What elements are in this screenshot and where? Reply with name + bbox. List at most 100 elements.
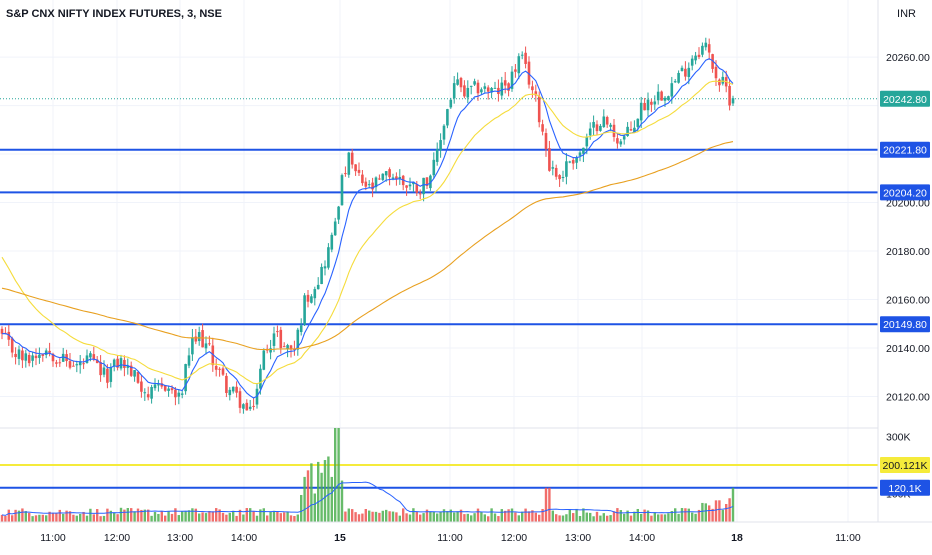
candle-body bbox=[327, 247, 330, 268]
candle-body bbox=[629, 129, 633, 131]
volume-bar bbox=[164, 515, 167, 522]
candle-body bbox=[140, 381, 143, 392]
volume-bar bbox=[133, 511, 136, 522]
volume-bar bbox=[612, 511, 616, 522]
candle-body bbox=[276, 331, 279, 333]
volume-bar bbox=[361, 513, 364, 522]
volume-bar bbox=[606, 515, 609, 522]
volume-bar bbox=[354, 512, 357, 522]
candle-body bbox=[704, 42, 708, 48]
volume-bar bbox=[364, 509, 367, 522]
volume-bar bbox=[255, 515, 259, 522]
volume-bar bbox=[555, 514, 558, 522]
volume-bar bbox=[619, 510, 622, 522]
candle-body bbox=[667, 96, 670, 101]
candle-body bbox=[344, 173, 347, 175]
grid bbox=[0, 0, 878, 522]
volume-bar bbox=[289, 515, 293, 522]
volume-bar bbox=[385, 509, 388, 522]
candle-body bbox=[490, 88, 493, 93]
candle-body bbox=[14, 353, 17, 358]
candle-body bbox=[191, 337, 194, 355]
candle-body bbox=[58, 362, 62, 364]
time-tick-label: 13:00 bbox=[167, 532, 193, 544]
volume-bar bbox=[378, 512, 381, 522]
volume-bar bbox=[344, 511, 347, 522]
candle-body bbox=[728, 85, 731, 106]
time-tick-label: 14:00 bbox=[231, 532, 257, 544]
volume-bar bbox=[483, 514, 486, 522]
candle-body bbox=[619, 141, 623, 145]
candle-body bbox=[442, 125, 446, 140]
volume-bar bbox=[398, 515, 401, 522]
candle-body bbox=[626, 126, 629, 136]
candle-body bbox=[248, 406, 252, 409]
volume-bar bbox=[259, 509, 262, 522]
candle-body bbox=[174, 389, 177, 398]
volume-bar bbox=[470, 515, 473, 522]
volume-bar bbox=[731, 487, 735, 522]
volume-bar bbox=[374, 511, 378, 522]
candle-body bbox=[211, 345, 215, 366]
candle-body bbox=[605, 117, 609, 125]
volume-bar bbox=[269, 511, 272, 522]
volume-bar bbox=[106, 508, 109, 522]
candle-body bbox=[425, 177, 429, 186]
candle-body bbox=[82, 363, 85, 365]
candle-body bbox=[364, 181, 368, 187]
candle-body bbox=[293, 349, 296, 351]
candle-body bbox=[160, 383, 164, 387]
volume-bar bbox=[657, 514, 660, 522]
volume-bar bbox=[21, 508, 24, 522]
candle-body bbox=[422, 177, 425, 195]
volume-bar bbox=[660, 514, 663, 522]
volume-bar bbox=[680, 508, 684, 522]
candle-body bbox=[551, 167, 555, 169]
volume-bar bbox=[697, 509, 701, 522]
volume-bar bbox=[330, 476, 333, 522]
volume-bar bbox=[306, 470, 310, 522]
candle-body bbox=[337, 206, 340, 220]
candle-body bbox=[34, 355, 38, 359]
candle-body bbox=[548, 148, 551, 171]
candle-body bbox=[452, 83, 456, 99]
volume-bar bbox=[456, 511, 459, 522]
volume-bar bbox=[340, 480, 344, 522]
volume-ma-line bbox=[1, 481, 734, 516]
volume-bar bbox=[170, 513, 174, 522]
volume-bar bbox=[521, 511, 524, 522]
volume-bar bbox=[578, 516, 582, 522]
candle-body bbox=[228, 389, 232, 396]
candle-body bbox=[245, 402, 249, 411]
volume-bar bbox=[446, 511, 449, 522]
volume-bar bbox=[551, 510, 554, 522]
volume-bar bbox=[684, 508, 687, 522]
candle-body bbox=[429, 175, 432, 189]
volume-bar bbox=[347, 508, 350, 522]
volume-bar bbox=[337, 428, 340, 522]
volume-bar bbox=[701, 502, 704, 522]
time-tick-label: 12:00 bbox=[501, 532, 527, 544]
candle-body bbox=[643, 102, 646, 111]
candle-body bbox=[395, 176, 398, 180]
price-axis: 20120.00 20140.00 20160.00 20180.00 20200.00… bbox=[877, 0, 930, 522]
volume-tick-label: 300K bbox=[886, 432, 911, 444]
volume-bar bbox=[157, 513, 160, 522]
candle-body bbox=[146, 394, 150, 398]
volume-bar bbox=[646, 510, 650, 522]
volume-bar bbox=[113, 512, 116, 522]
volume-bar bbox=[463, 514, 466, 522]
candle-body bbox=[371, 182, 374, 190]
volume-bar bbox=[194, 508, 197, 522]
volume-bar bbox=[99, 516, 102, 522]
candle-body bbox=[235, 386, 238, 393]
volume-bar bbox=[136, 508, 140, 522]
candle-body bbox=[633, 127, 636, 133]
price-tag-bg bbox=[880, 316, 930, 333]
volume-bar bbox=[728, 498, 731, 522]
volume-bar bbox=[527, 511, 531, 522]
candle-body bbox=[592, 121, 595, 128]
currency-label[interactable]: INR bbox=[897, 8, 916, 20]
